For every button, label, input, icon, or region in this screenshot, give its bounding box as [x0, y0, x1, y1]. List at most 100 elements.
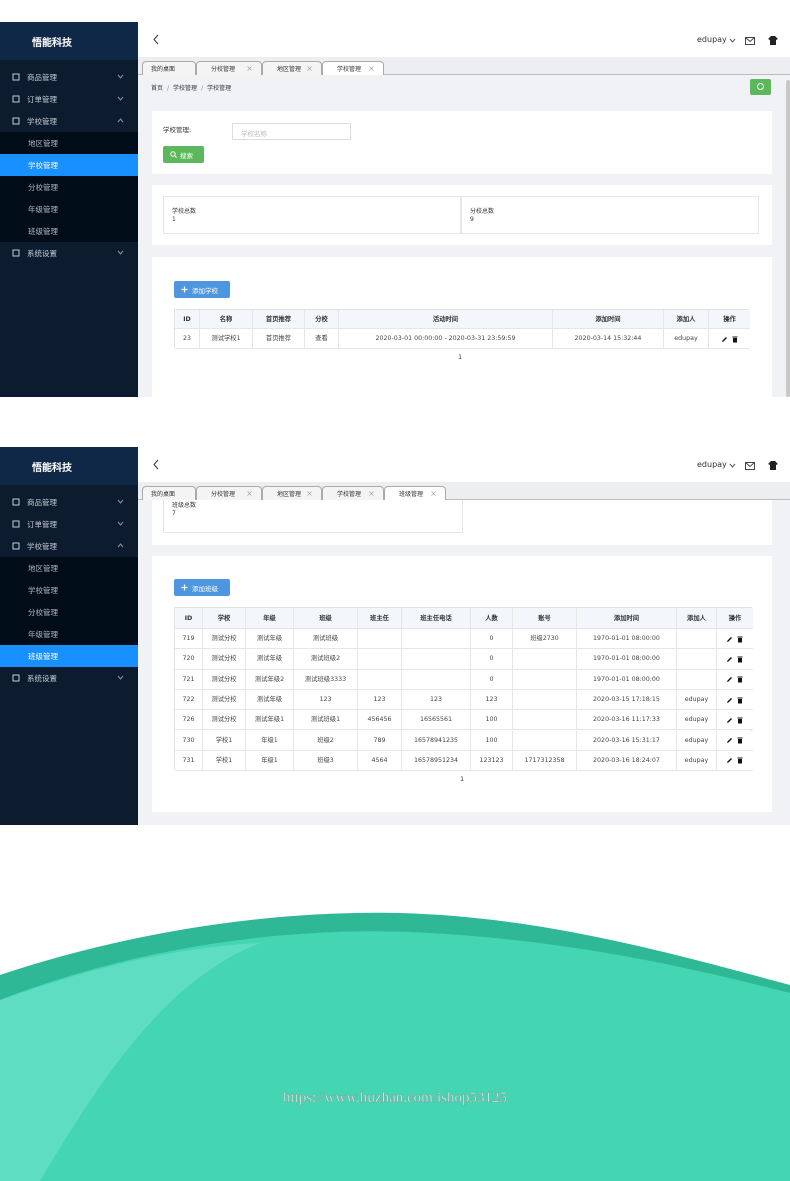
tab[interactable]: 分校管理 [196, 61, 262, 75]
submenu-item[interactable]: 分校管理 [0, 176, 138, 198]
submenu-label: 分校管理 [28, 608, 58, 617]
table-cell-text: 测试学校1 [211, 335, 241, 342]
table-cell: 2020-03-14 15:32:44 [553, 329, 664, 349]
table-cell-text: 719 [182, 635, 195, 642]
tab[interactable]: 我的桌面 [142, 61, 196, 75]
breadcrumb-item[interactable]: 学校管理 [207, 85, 232, 92]
menu-icon [12, 674, 20, 682]
tab[interactable]: 地区管理 [262, 486, 322, 500]
table-header: ID [183, 316, 191, 323]
table-cell: 测试学校1 [200, 329, 253, 349]
tab[interactable]: 班级管理 [384, 486, 446, 500]
mail-icon[interactable] [745, 37, 755, 45]
submenu-item[interactable]: 分校管理 [0, 601, 138, 623]
tab-close[interactable] [369, 491, 374, 496]
refresh-button[interactable] [750, 79, 771, 95]
table-cell-text: 班级2730 [530, 635, 559, 642]
delete-icon[interactable] [737, 737, 743, 744]
edit-icon-shape [721, 336, 727, 342]
delete-icon-shape [738, 657, 742, 663]
delete-icon[interactable] [737, 656, 743, 663]
submenu-item[interactable]: 地区管理 [0, 557, 138, 579]
table-cell: 2020-03-15 17:18:15 [577, 689, 677, 711]
theme-icon[interactable] [768, 36, 778, 45]
delete-icon[interactable] [737, 676, 743, 683]
pagination[interactable]: 1 [460, 775, 465, 783]
table-cell: 719 [175, 629, 203, 650]
breadcrumb-item[interactable]: 学校管理 [173, 85, 198, 92]
edit-icon[interactable] [726, 636, 733, 643]
mail-icon[interactable] [745, 462, 755, 470]
menu-icon [12, 520, 20, 528]
edit-icon[interactable] [726, 656, 733, 663]
submenu-item[interactable]: 班级管理 [0, 645, 138, 667]
tab-close[interactable] [307, 491, 312, 496]
theme-icon[interactable] [768, 461, 778, 470]
pagination[interactable]: 1 [458, 353, 463, 361]
tab[interactable]: 分校管理 [196, 486, 262, 500]
stat-box [163, 196, 461, 234]
table-cell: 722 [175, 689, 203, 711]
stat-label: 分校总数 [470, 208, 495, 215]
menu-item[interactable]: 订单管理 [0, 88, 138, 110]
tab-close[interactable] [431, 491, 436, 496]
delete-icon[interactable] [732, 336, 738, 343]
delete-icon[interactable] [737, 757, 743, 764]
tab-close[interactable] [247, 491, 252, 496]
submenu-item[interactable]: 年级管理 [0, 623, 138, 645]
screen: 悟能科技 商品管理 订单管理 学校管理 地区管理 学校管理 分校管理 年级管理 班级管理 系统设置… [0, 22, 790, 397]
submenu-item[interactable]: 学校管理 [0, 579, 138, 601]
delete-icon[interactable] [737, 717, 743, 724]
screen: 悟能科技 商品管理 订单管理 学校管理 地区管理 学校管理 分校管理 年级管理 班级管理 系统设置… [0, 447, 790, 825]
menu-item[interactable]: 系统设置 [0, 667, 138, 689]
edit-icon[interactable] [726, 757, 733, 764]
delete-icon-shape [738, 759, 742, 764]
table-cell-text: 首页推荐 [265, 335, 292, 342]
search-input[interactable]: 学校名称 [232, 123, 351, 140]
tab[interactable]: 学校管理 [322, 61, 384, 75]
table-header: 班主任 [370, 615, 389, 622]
tab-close-shape [247, 66, 252, 71]
menu-item[interactable]: 学校管理 [0, 535, 138, 557]
edit-icon[interactable] [726, 717, 733, 724]
add-button[interactable]: 添加学校 [174, 281, 230, 298]
table-cell: 班级2730 [513, 629, 577, 650]
search-icon-shape [170, 151, 176, 157]
user-name[interactable]: edupay [697, 35, 727, 44]
menu-item[interactable]: 学校管理 [0, 110, 138, 132]
submenu-item[interactable]: 地区管理 [0, 132, 138, 154]
edit-icon[interactable] [726, 697, 733, 704]
submenu-item[interactable]: 班级管理 [0, 220, 138, 242]
table-cell: 测试年级 [246, 629, 294, 650]
table-cell-text: edupay [684, 756, 709, 764]
tab-close[interactable] [247, 66, 252, 71]
menu-item[interactable]: 商品管理 [0, 66, 138, 88]
edit-icon[interactable] [726, 676, 733, 683]
back-button[interactable] [152, 459, 160, 470]
breadcrumb-item[interactable]: 首页 [151, 85, 164, 92]
table-cell-text: 123 [485, 695, 498, 703]
user-name[interactable]: edupay [697, 460, 727, 469]
table-cell: 添加时间 [577, 608, 677, 629]
tab[interactable]: 我的桌面 [142, 486, 196, 500]
submenu-item[interactable]: 学校管理 [0, 154, 138, 176]
tab[interactable]: 学校管理 [322, 486, 384, 500]
table-cell: 学校1 [203, 730, 246, 751]
menu-icon [12, 498, 20, 506]
delete-icon[interactable] [737, 636, 743, 643]
back-button[interactable] [152, 34, 160, 45]
table-cell: 班级 [294, 608, 358, 629]
tab-close[interactable] [369, 66, 374, 71]
search-button[interactable]: 搜索 [163, 146, 204, 163]
tab[interactable]: 地区管理 [262, 61, 322, 75]
add-button[interactable]: 添加班级 [174, 579, 230, 596]
submenu-item[interactable]: 年级管理 [0, 198, 138, 220]
menu-item[interactable]: 订单管理 [0, 513, 138, 535]
menu-item[interactable]: 系统设置 [0, 242, 138, 264]
delete-icon[interactable] [737, 697, 743, 704]
tab-close[interactable] [307, 66, 312, 71]
edit-icon[interactable] [726, 737, 733, 744]
table-cell: ID [175, 608, 203, 629]
edit-icon[interactable] [721, 336, 728, 343]
menu-item[interactable]: 商品管理 [0, 491, 138, 513]
